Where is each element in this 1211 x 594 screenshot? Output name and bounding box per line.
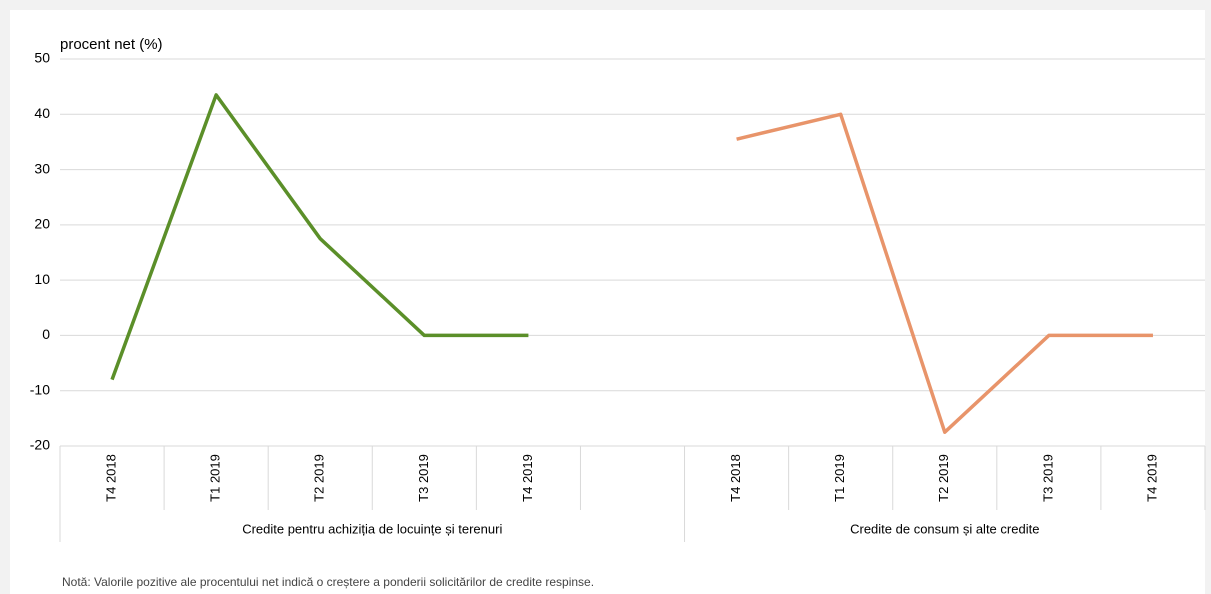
y-axis-label: procent net (%) (60, 36, 163, 53)
x-tick-label: T4 2019 (520, 454, 535, 502)
note: Notă: Valorile pozitive ale procentului … (62, 575, 594, 589)
line-series (110, 93, 529, 381)
x-tick-label: T1 2019 (208, 454, 223, 502)
y-tick-label: -20 (30, 437, 50, 453)
x-tick-label: T3 2019 (416, 454, 431, 502)
x-tick-label: T4 2018 (103, 454, 118, 502)
y-tick-label: 40 (34, 105, 50, 121)
x-tick-label: T4 2018 (728, 454, 743, 502)
panel (10, 10, 1205, 594)
y-tick-label: 0 (42, 326, 50, 342)
y-tick-label: 50 (34, 50, 50, 66)
y-tick-label: 10 (34, 271, 50, 287)
y-tick-label: 30 (34, 160, 50, 176)
line-series (736, 112, 1153, 434)
x-tick-label: T2 2019 (936, 454, 951, 502)
x-tick-label: T4 2019 (1144, 454, 1159, 502)
x-tick-label: T2 2019 (312, 454, 327, 502)
x-tick-label: T1 2019 (832, 454, 847, 502)
x-tick-label: T3 2019 (1040, 454, 1055, 502)
y-tick-label: 20 (34, 216, 50, 232)
group-label: Credite de consum și alte credite (850, 521, 1039, 536)
y-tick-label: -10 (30, 381, 50, 397)
group-label: Credite pentru achiziția de locuințe și … (242, 521, 502, 536)
